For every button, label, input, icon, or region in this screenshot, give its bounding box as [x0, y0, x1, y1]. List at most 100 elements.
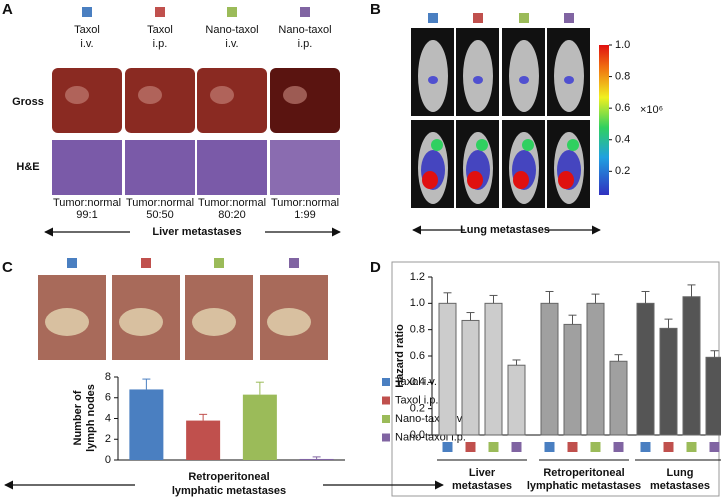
- treatment-marker: [488, 442, 499, 452]
- treatment-marker: [289, 258, 299, 268]
- panel-label: D: [370, 259, 381, 276]
- he-photo: [197, 140, 267, 195]
- ratio-value: 80:20: [218, 209, 246, 221]
- colorbar-tick-label: 0.2: [615, 165, 630, 177]
- liver-spot: [283, 86, 307, 104]
- column-label: Nano-taxol: [205, 24, 258, 36]
- treatment-marker: [300, 7, 310, 17]
- liver-spot: [210, 86, 234, 104]
- liver-photo: [125, 68, 195, 133]
- legend-label: Taxol i.v.: [395, 376, 437, 388]
- liver-photo: [270, 68, 340, 133]
- x-tick-label: metastases: [650, 480, 710, 492]
- bar: [609, 360, 628, 436]
- y-tick-label: 0.6: [410, 350, 425, 362]
- treatment-marker: [709, 442, 720, 452]
- x-tick-label: Lung: [667, 467, 694, 479]
- row-label: H&E: [16, 161, 39, 173]
- y-tick-label: 2: [105, 433, 111, 445]
- liver-spot: [138, 86, 162, 104]
- tissue: [45, 308, 89, 336]
- treatment-marker: [473, 13, 483, 23]
- column-label: Nano-taxol: [278, 24, 331, 36]
- bar: [586, 302, 605, 436]
- ratio-value: 1:99: [294, 209, 315, 221]
- y-axis-label: Hazard ratio: [394, 324, 406, 388]
- signal: [513, 171, 529, 189]
- treatment-marker: [227, 7, 237, 17]
- bar: [682, 296, 701, 436]
- x-axis-label: lymphatic metastases: [172, 485, 286, 497]
- signal: [476, 139, 488, 151]
- colorbar: [599, 45, 609, 195]
- bar: [563, 323, 582, 436]
- tissue: [267, 308, 311, 336]
- treatment-marker: [428, 13, 438, 23]
- y-tick-label: 1.2: [410, 271, 425, 283]
- signal: [428, 76, 438, 84]
- panel-label: C: [2, 259, 13, 276]
- signal: [519, 76, 529, 84]
- column-label: Taxol: [147, 24, 173, 36]
- treatment-marker: [613, 442, 624, 452]
- colorbar-tick-label: 0.6: [615, 102, 630, 114]
- he-photo: [125, 140, 195, 195]
- treatment-marker: [640, 442, 651, 452]
- y-tick-label: 0.2: [410, 403, 425, 415]
- legend-label: Taxol i.p.: [395, 394, 438, 406]
- bar: [636, 302, 655, 436]
- y-tick-label: 6: [105, 392, 111, 404]
- treatment-marker: [141, 258, 151, 268]
- signal: [558, 171, 574, 189]
- ratio-label: Tumor:normal: [126, 197, 194, 209]
- footer: Liver metastases: [152, 226, 241, 238]
- ratio-label: Tumor:normal: [198, 197, 266, 209]
- bar: [129, 389, 164, 460]
- liver-spot: [65, 86, 89, 104]
- y-tick-label: 1.0: [410, 297, 425, 309]
- tissue: [192, 308, 236, 336]
- treatment-marker: [442, 442, 453, 452]
- legend-swatch: [382, 396, 390, 405]
- y-tick-label: 8: [105, 371, 111, 383]
- he-photo: [52, 140, 122, 195]
- treatment-marker: [686, 442, 697, 452]
- y-tick-label: 0: [105, 454, 111, 466]
- signal: [467, 171, 483, 189]
- treatment-marker: [663, 442, 674, 452]
- treatment-marker: [155, 7, 165, 17]
- legend-swatch: [382, 378, 390, 386]
- bar: [507, 364, 526, 436]
- treatment-marker: [511, 442, 522, 452]
- bar: [299, 458, 334, 460]
- x-axis-label: Retroperitoneal: [188, 471, 269, 483]
- signal: [567, 139, 579, 151]
- panel-label: A: [2, 1, 13, 18]
- treatment-marker: [465, 442, 476, 452]
- y-axis-label: lymph nodes: [85, 384, 97, 452]
- legend-swatch: [382, 433, 390, 442]
- x-tick-label: metastases: [452, 480, 512, 492]
- ratio-label: Tumor:normal: [53, 197, 121, 209]
- row-label: Gross: [12, 96, 44, 108]
- colorbar-tick-label: 1.0: [615, 39, 630, 51]
- column-label: i.p.: [298, 38, 313, 50]
- column-label: Taxol: [74, 24, 100, 36]
- panel-label: B: [370, 1, 381, 18]
- x-tick-label: Retroperitoneal: [543, 467, 624, 479]
- treatment-marker: [519, 13, 529, 23]
- signal: [431, 139, 443, 151]
- colorbar-tick-label: 0.4: [615, 134, 630, 146]
- liver-photo: [197, 68, 267, 133]
- treatment-marker: [214, 258, 224, 268]
- signal: [422, 171, 438, 189]
- bar: [659, 327, 678, 436]
- x-tick-label: lymphatic metastases: [527, 480, 641, 492]
- tissue: [119, 308, 163, 336]
- y-tick-label: 4: [105, 412, 111, 424]
- bar: [242, 394, 277, 460]
- bar: [438, 302, 457, 436]
- treatment-marker: [82, 7, 92, 17]
- y-tick-label: 0.4: [410, 376, 425, 388]
